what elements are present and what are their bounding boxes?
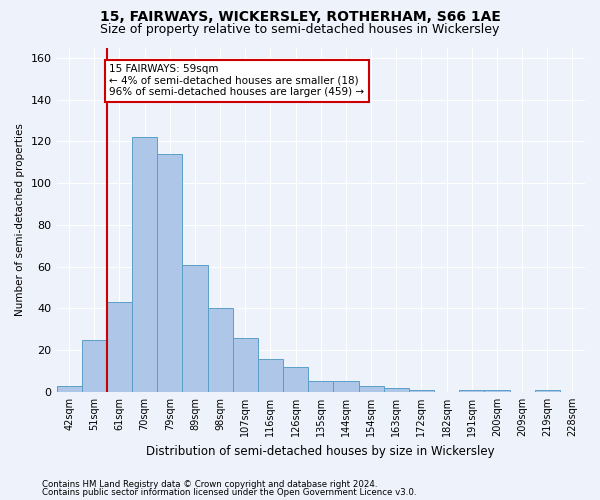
Text: Size of property relative to semi-detached houses in Wickersley: Size of property relative to semi-detach… [100, 22, 500, 36]
Bar [409, 390, 434, 392]
Bar [132, 138, 157, 392]
Bar [459, 390, 484, 392]
Bar [157, 154, 182, 392]
Bar [283, 367, 308, 392]
Bar [208, 308, 233, 392]
Bar [359, 386, 383, 392]
Bar [535, 390, 560, 392]
Bar [334, 382, 359, 392]
X-axis label: Distribution of semi-detached houses by size in Wickersley: Distribution of semi-detached houses by … [146, 444, 495, 458]
Bar [484, 390, 509, 392]
Bar [182, 264, 208, 392]
Bar [383, 388, 409, 392]
Bar [56, 386, 82, 392]
Text: Contains HM Land Registry data © Crown copyright and database right 2024.: Contains HM Land Registry data © Crown c… [42, 480, 377, 489]
Text: 15 FAIRWAYS: 59sqm
← 4% of semi-detached houses are smaller (18)
96% of semi-det: 15 FAIRWAYS: 59sqm ← 4% of semi-detached… [109, 64, 365, 98]
Y-axis label: Number of semi-detached properties: Number of semi-detached properties [15, 124, 25, 316]
Bar [82, 340, 107, 392]
Text: Contains public sector information licensed under the Open Government Licence v3: Contains public sector information licen… [42, 488, 416, 497]
Bar [308, 382, 334, 392]
Bar [258, 358, 283, 392]
Bar [107, 302, 132, 392]
Text: 15, FAIRWAYS, WICKERSLEY, ROTHERHAM, S66 1AE: 15, FAIRWAYS, WICKERSLEY, ROTHERHAM, S66… [100, 10, 500, 24]
Bar [233, 338, 258, 392]
